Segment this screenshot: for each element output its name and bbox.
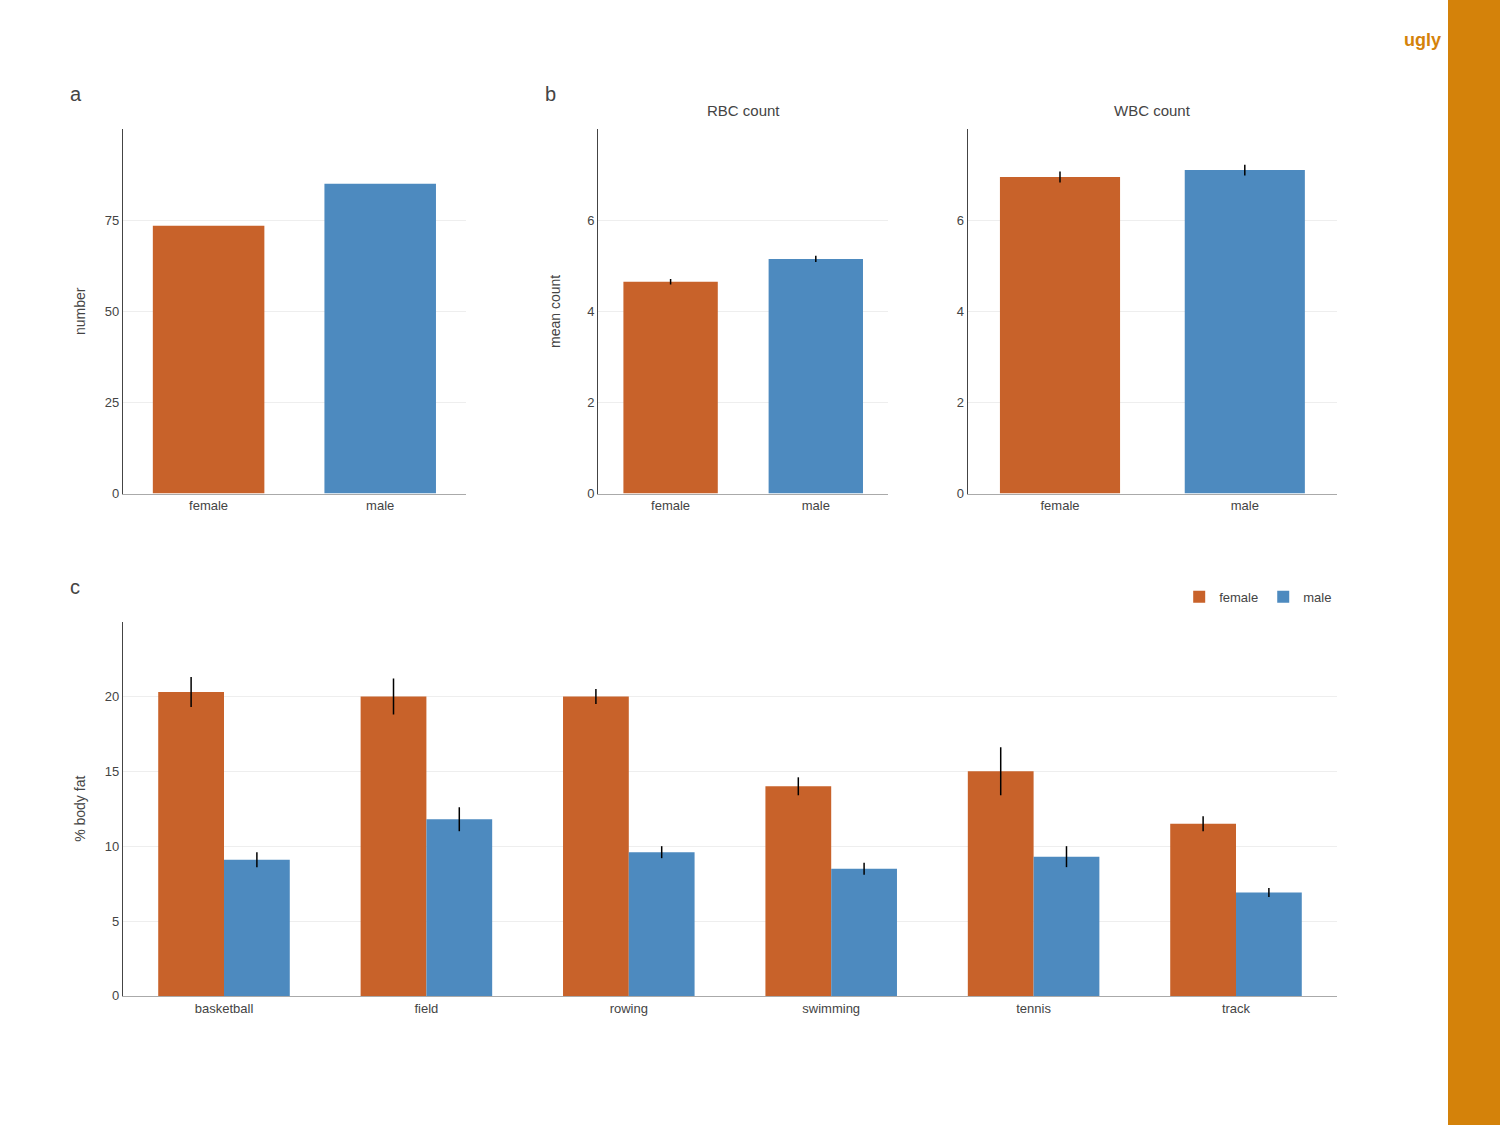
svg-text:mean count: mean count — [547, 275, 563, 348]
svg-text:25: 25 — [105, 395, 119, 410]
svg-text:6: 6 — [587, 213, 594, 228]
svg-text:male: male — [366, 498, 394, 513]
svg-text:5: 5 — [112, 914, 119, 929]
svg-text:female: female — [1040, 498, 1079, 513]
svg-text:female: female — [189, 498, 228, 513]
svg-text:75: 75 — [105, 213, 119, 228]
svg-text:track: track — [1222, 1001, 1251, 1016]
svg-text:a: a — [70, 83, 82, 105]
svg-text:50: 50 — [105, 304, 119, 319]
svg-text:female: female — [1219, 590, 1258, 605]
svg-text:0: 0 — [957, 486, 964, 501]
svg-text:RBC count: RBC count — [707, 102, 780, 119]
svg-text:4: 4 — [587, 304, 594, 319]
svg-text:ugly: ugly — [1404, 30, 1441, 50]
svg-text:c: c — [70, 576, 80, 598]
svg-text:b: b — [545, 83, 556, 105]
svg-text:number: number — [72, 287, 88, 335]
svg-text:swimming: swimming — [802, 1001, 860, 1016]
svg-text:male: male — [1303, 590, 1331, 605]
svg-text:rowing: rowing — [610, 1001, 648, 1016]
svg-text:2: 2 — [587, 395, 594, 410]
svg-text:0: 0 — [112, 486, 119, 501]
svg-text:10: 10 — [105, 839, 119, 854]
svg-text:WBC count: WBC count — [1114, 102, 1191, 119]
svg-text:6: 6 — [957, 213, 964, 228]
svg-text:male: male — [802, 498, 830, 513]
svg-text:20: 20 — [105, 689, 119, 704]
svg-text:male: male — [1231, 498, 1259, 513]
svg-text:2: 2 — [957, 395, 964, 410]
svg-text:0: 0 — [112, 988, 119, 1003]
svg-text:basketball: basketball — [195, 1001, 254, 1016]
svg-text:0: 0 — [587, 486, 594, 501]
svg-text:female: female — [651, 498, 690, 513]
svg-text:15: 15 — [105, 764, 119, 779]
svg-text:% body fat: % body fat — [72, 776, 88, 842]
svg-text:4: 4 — [957, 304, 964, 319]
svg-text:field: field — [414, 1001, 438, 1016]
svg-text:tennis: tennis — [1016, 1001, 1051, 1016]
